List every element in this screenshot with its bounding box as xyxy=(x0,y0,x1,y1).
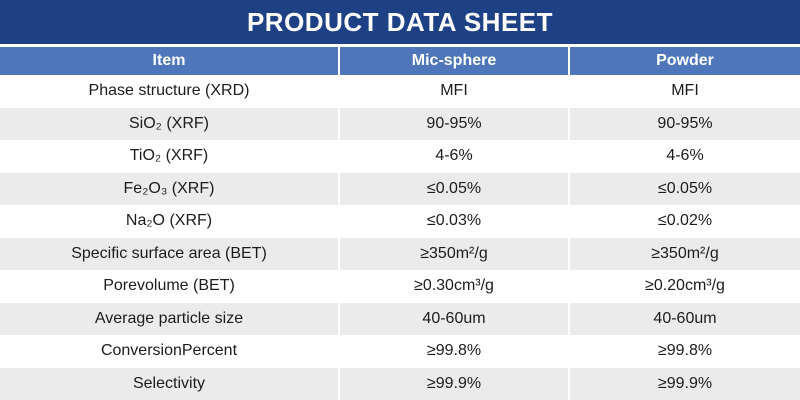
mic-sphere-cell: 40-60um xyxy=(340,302,568,335)
mic-sphere-cell: MFI xyxy=(340,75,568,108)
powder-cell: 40-60um xyxy=(570,302,800,335)
mic-sphere-cell: ≥350m²/g xyxy=(340,237,568,270)
table-header-row: Item Mic-sphere Powder xyxy=(0,47,800,75)
powder-cell: ≥0.20cm³/g xyxy=(570,270,800,303)
table-row: TiO₂ (XRF) 4-6% 4-6% xyxy=(0,140,800,173)
table-body: Phase structure (XRD) MFI MFI SiO₂ (XRF) 90-… xyxy=(0,75,800,400)
mic-sphere-cell: ≤0.05% xyxy=(340,172,568,205)
item-cell: Specific surface area (BET) xyxy=(0,237,338,270)
table-row: Average particle size 40-60um 40-60um xyxy=(0,302,800,335)
table-row: Specific surface area (BET) ≥350m²/g ≥350m… xyxy=(0,237,800,270)
powder-cell: 90-95% xyxy=(570,107,800,140)
powder-cell: ≤0.02% xyxy=(570,205,800,238)
item-cell: Selectivity xyxy=(0,367,338,400)
item-cell: SiO₂ (XRF) xyxy=(0,107,338,140)
mic-sphere-cell: ≥99.8% xyxy=(340,335,568,368)
powder-cell: MFI xyxy=(570,75,800,108)
column-header-item: Item xyxy=(0,47,338,75)
table-row: Na₂O (XRF) ≤0.03% ≤0.02% xyxy=(0,205,800,238)
table-row: ConversionPercent ≥99.8% ≥99.8% xyxy=(0,335,800,368)
powder-cell: ≥99.8% xyxy=(570,335,800,368)
mic-sphere-cell: ≤0.03% xyxy=(340,205,568,238)
table-row: Fe₂O₃ (XRF) ≤0.05% ≤0.05% xyxy=(0,172,800,205)
table-row: Phase structure (XRD) MFI MFI xyxy=(0,75,800,108)
page-title: PRODUCT DATA SHEET xyxy=(246,6,554,37)
title-bar: PRODUCT DATA SHEET xyxy=(0,0,800,44)
powder-cell: ≤0.05% xyxy=(570,172,800,205)
column-header-powder: Powder xyxy=(570,47,800,75)
item-cell: Fe₂O₃ (XRF) xyxy=(0,172,338,205)
mic-sphere-cell: ≥99.9% xyxy=(340,367,568,400)
mic-sphere-cell: 4-6% xyxy=(340,140,568,173)
powder-cell: ≥350m²/g xyxy=(570,237,800,270)
table-row: Porevolume (BET) ≥0.30cm³/g ≥0.20cm³/g xyxy=(0,270,800,303)
table-row: Selectivity ≥99.9% ≥99.9% xyxy=(0,367,800,400)
powder-cell: ≥99.9% xyxy=(570,367,800,400)
mic-sphere-cell: 90-95% xyxy=(340,107,568,140)
item-cell: ConversionPercent xyxy=(0,335,338,368)
column-header-mic-sphere: Mic-sphere xyxy=(340,47,568,75)
data-table: Item Mic-sphere Powder Phase structure (… xyxy=(0,44,800,400)
powder-cell: 4-6% xyxy=(570,140,800,173)
mic-sphere-cell: ≥0.30cm³/g xyxy=(340,270,568,303)
item-cell: Phase structure (XRD) xyxy=(0,75,338,108)
item-cell: Porevolume (BET) xyxy=(0,270,338,303)
table-row: SiO₂ (XRF) 90-95% 90-95% xyxy=(0,107,800,140)
item-cell: Average particle size xyxy=(0,302,338,335)
item-cell: Na₂O (XRF) xyxy=(0,205,338,238)
item-cell: TiO₂ (XRF) xyxy=(0,140,338,173)
